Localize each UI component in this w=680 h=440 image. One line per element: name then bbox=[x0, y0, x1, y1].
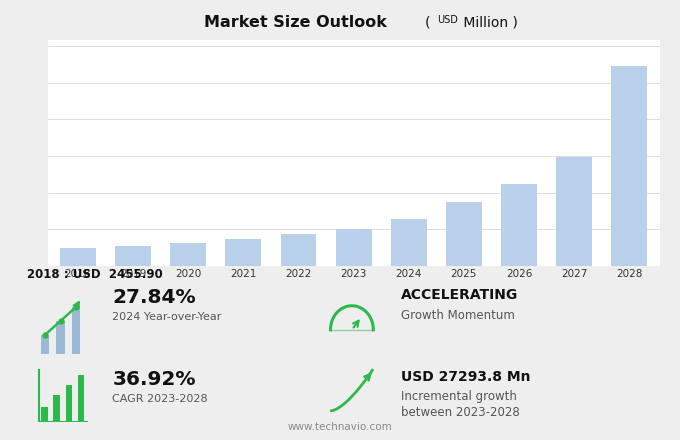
Bar bbox=[78, 374, 84, 422]
Bar bbox=[501, 184, 537, 266]
Text: 36.92%: 36.92% bbox=[112, 370, 196, 389]
Bar bbox=[391, 219, 426, 266]
Text: 2024 Year-over-Year: 2024 Year-over-Year bbox=[112, 312, 222, 323]
Bar bbox=[115, 246, 151, 266]
Bar bbox=[336, 229, 371, 266]
Bar bbox=[72, 307, 80, 354]
Bar bbox=[41, 335, 50, 354]
Text: www.technavio.com: www.technavio.com bbox=[288, 422, 392, 432]
Bar bbox=[611, 66, 647, 266]
Bar bbox=[446, 202, 482, 266]
Bar bbox=[170, 242, 206, 266]
Text: Market Size Outlook: Market Size Outlook bbox=[204, 15, 387, 30]
Bar bbox=[225, 239, 261, 266]
Text: 27.84%: 27.84% bbox=[112, 288, 196, 307]
Bar bbox=[56, 321, 65, 354]
Text: USD: USD bbox=[437, 15, 458, 25]
Text: Million ): Million ) bbox=[459, 15, 518, 29]
Bar bbox=[281, 234, 316, 266]
Text: USD 27293.8 Mn: USD 27293.8 Mn bbox=[401, 370, 530, 384]
Bar bbox=[54, 396, 60, 422]
Text: ACCELERATING: ACCELERATING bbox=[401, 288, 518, 302]
Text: (: ( bbox=[425, 15, 435, 29]
Bar bbox=[41, 407, 48, 422]
Bar bbox=[66, 385, 72, 422]
Text: Growth Momentum: Growth Momentum bbox=[401, 309, 515, 322]
Text: 2018 : USD  2455.90: 2018 : USD 2455.90 bbox=[27, 268, 163, 282]
Text: CAGR 2023-2028: CAGR 2023-2028 bbox=[112, 394, 208, 404]
Text: Incremental growth: Incremental growth bbox=[401, 390, 517, 403]
Bar bbox=[60, 248, 96, 266]
Text: between 2023-2028: between 2023-2028 bbox=[401, 406, 520, 419]
Bar bbox=[556, 158, 592, 266]
